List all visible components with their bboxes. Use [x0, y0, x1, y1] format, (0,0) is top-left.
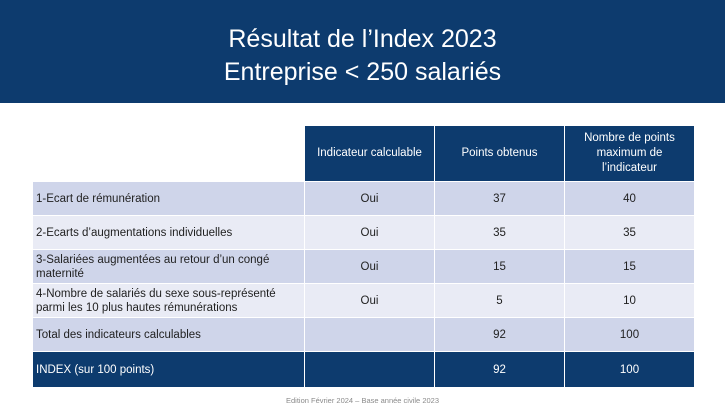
row-points: 5	[434, 283, 565, 318]
row-points: 15	[434, 249, 565, 284]
index-points: 92	[434, 351, 565, 388]
table-header-row: Indicateur calculable Points obtenus Nom…	[32, 125, 695, 182]
page-title: Résultat de l’Index 2023	[228, 25, 497, 53]
row-max: 35	[564, 215, 695, 250]
row-label: 3-Salariées augmentées au retour d’un co…	[32, 249, 305, 284]
row-points: 35	[434, 215, 565, 250]
row-calculable: Oui	[304, 215, 435, 250]
total-row: Total des indicateurs calculables 92 100	[32, 317, 695, 352]
table-row: 4-Nombre de salariés du sexe sous-représ…	[32, 283, 695, 318]
index-label: INDEX (sur 100 points)	[32, 351, 305, 388]
row-label: 4-Nombre de salariés du sexe sous-représ…	[32, 283, 305, 318]
row-points: 92	[434, 317, 565, 352]
row-calculable: Oui	[304, 283, 435, 318]
header-points-obtenus: Points obtenus	[434, 125, 565, 182]
footer-note: Edition Février 2024 – Base année civile…	[285, 396, 439, 405]
row-label: Total des indicateurs calculables	[32, 317, 305, 352]
row-calculable	[304, 317, 435, 352]
index-calculable	[304, 351, 435, 388]
row-label: 2-Ecarts d’augmentations individuelles	[32, 215, 305, 250]
page-subtitle: Entreprise < 250 salariés	[223, 58, 502, 86]
header-blank-cell	[32, 125, 305, 182]
row-points: 37	[434, 181, 565, 216]
table-row: 1-Ecart de rémunération Oui 37 40	[32, 181, 695, 216]
results-table: Indicateur calculable Points obtenus Nom…	[32, 125, 695, 388]
index-max: 100	[564, 351, 695, 388]
table-row: 2-Ecarts d’augmentations individuelles O…	[32, 215, 695, 250]
row-label: 1-Ecart de rémunération	[32, 181, 305, 216]
row-max: 10	[564, 283, 695, 318]
header-indicateur-calculable: Indicateur calculable	[304, 125, 435, 182]
title-banner: Résultat de l’Index 2023 Entreprise < 25…	[0, 0, 725, 103]
header-points-maximum: Nombre de points maximum de l’indicateur	[564, 125, 695, 182]
row-max: 15	[564, 249, 695, 284]
row-max: 40	[564, 181, 695, 216]
row-calculable: Oui	[304, 249, 435, 284]
table-row: 3-Salariées augmentées au retour d’un co…	[32, 249, 695, 284]
row-calculable: Oui	[304, 181, 435, 216]
row-max: 100	[564, 317, 695, 352]
index-row: INDEX (sur 100 points) 92 100	[32, 351, 695, 388]
